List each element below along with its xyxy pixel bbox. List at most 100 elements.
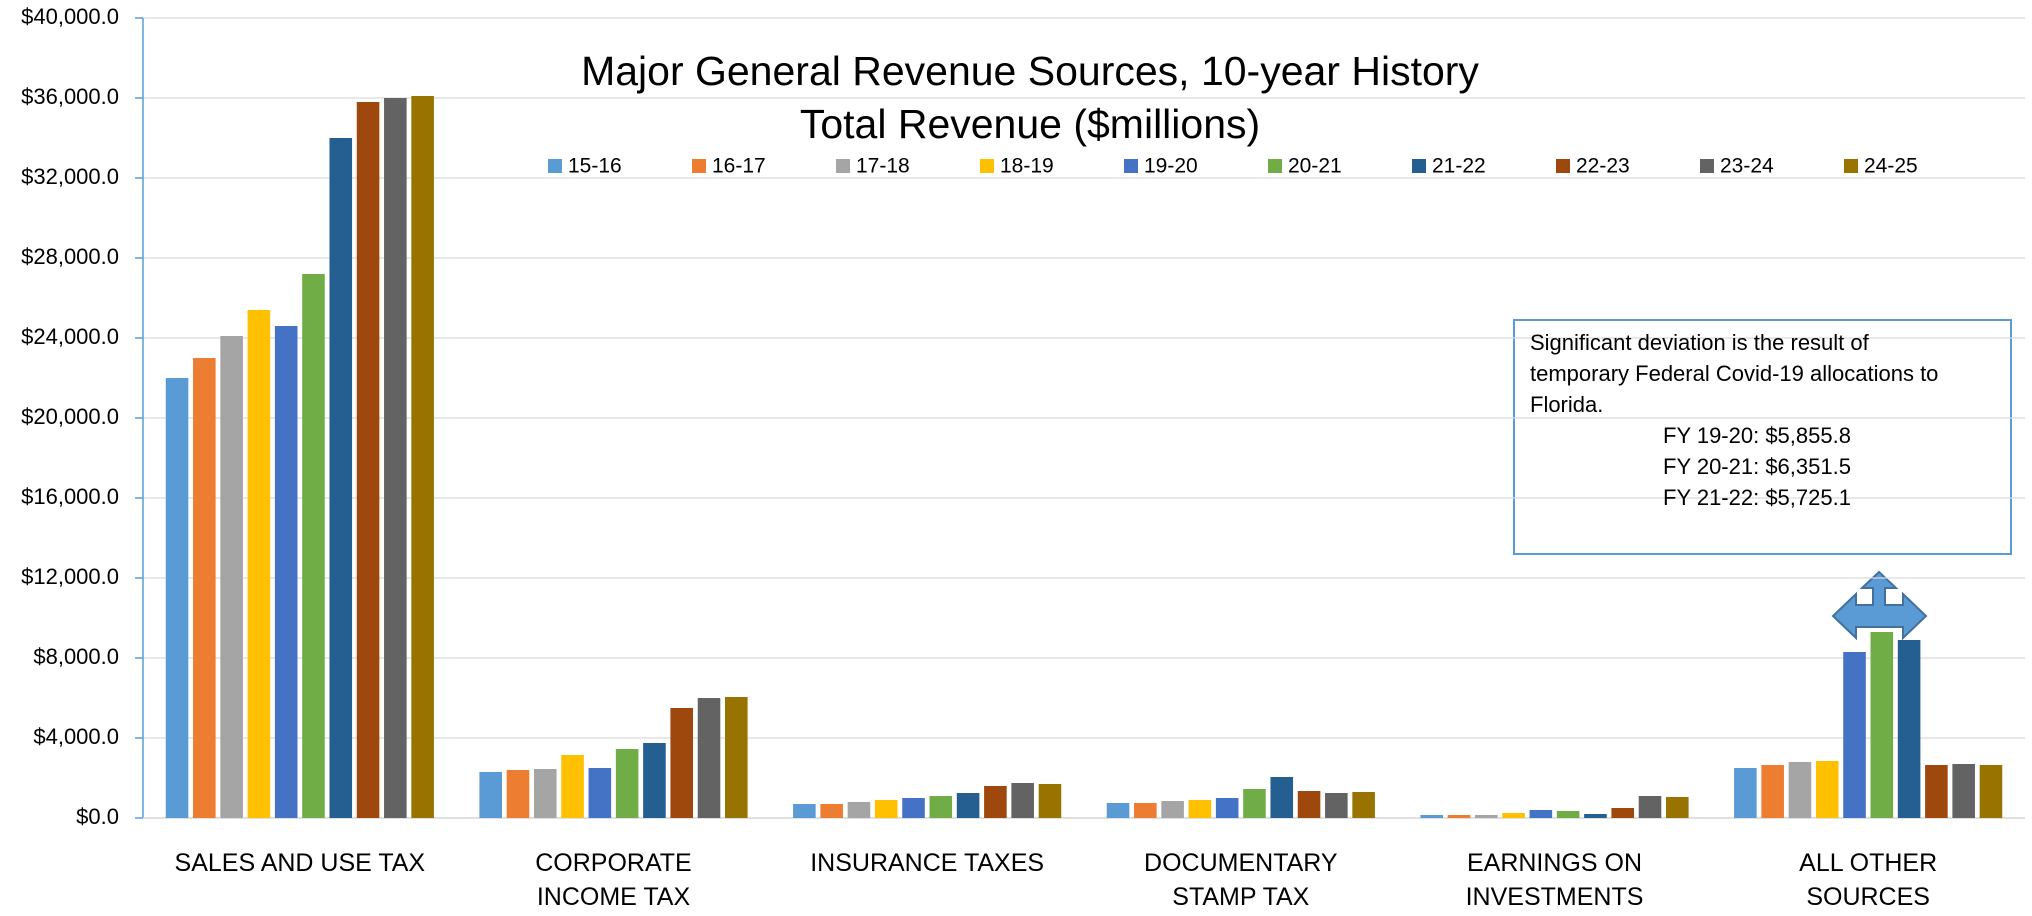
x-tick-label: DOCUMENTARY STAMP TAX xyxy=(1144,849,1338,911)
bar xyxy=(984,786,1007,818)
legend-swatch xyxy=(1700,159,1714,173)
chart-title: Major General Revenue Sources, 10-year H… xyxy=(581,48,1479,94)
bar xyxy=(1925,765,1948,818)
legend-label: 22-23 xyxy=(1576,155,1630,178)
legend-label: 20-21 xyxy=(1288,155,1342,178)
annotation-text: Significant deviation is the result of xyxy=(1530,330,1870,355)
bar xyxy=(1761,765,1784,818)
y-tick-label: $20,000.0 xyxy=(21,404,119,429)
bar xyxy=(561,755,584,818)
bar xyxy=(1243,789,1266,818)
legend-swatch xyxy=(1268,159,1282,173)
bar xyxy=(1011,783,1034,818)
bar xyxy=(1897,640,1921,818)
bar xyxy=(193,358,216,818)
annotation-text: Florida. xyxy=(1530,392,1603,417)
chart-subtitle: Total Revenue ($millions) xyxy=(800,101,1260,147)
bar xyxy=(274,326,298,818)
bar xyxy=(1734,768,1757,818)
annotation-box xyxy=(1513,319,2012,555)
y-tick-label: $0.0 xyxy=(76,804,119,829)
y-tick-label: $24,000.0 xyxy=(21,324,119,349)
bar xyxy=(1815,761,1839,818)
y-tick-label: $8,000.0 xyxy=(33,644,119,669)
annotation-text: FY 20-21: $6,351.5 xyxy=(1663,454,1851,479)
bar xyxy=(956,793,980,818)
bar xyxy=(479,772,502,818)
legend-label: 15-16 xyxy=(568,155,622,178)
legend-swatch xyxy=(548,159,562,173)
bar xyxy=(643,743,666,818)
bar xyxy=(1420,815,1443,818)
bar xyxy=(1106,803,1130,818)
bar xyxy=(929,796,953,818)
arrow xyxy=(1831,570,1928,641)
bar xyxy=(820,804,843,818)
bar xyxy=(697,698,721,818)
bar xyxy=(329,138,353,818)
bar xyxy=(302,274,325,818)
bar xyxy=(533,769,557,818)
bar xyxy=(1870,632,1894,818)
annotation-text: temporary Federal Covid-19 allocations t… xyxy=(1530,361,1938,386)
bar xyxy=(725,697,748,818)
y-tick-label: $4,000.0 xyxy=(33,724,119,749)
x-tick-label: INSURANCE TAXES xyxy=(810,849,1045,877)
legend-swatch xyxy=(692,159,706,173)
bar xyxy=(220,336,243,818)
bar xyxy=(1502,813,1525,818)
legend-swatch xyxy=(836,159,850,173)
legend-swatch xyxy=(1556,159,1570,173)
bar xyxy=(165,378,189,818)
legend-label: 19-20 xyxy=(1144,155,1198,178)
legend-swatch xyxy=(1124,159,1138,173)
bar xyxy=(1843,652,1866,818)
bar xyxy=(1474,815,1498,818)
bar xyxy=(670,708,694,818)
x-tick-label: ALL OTHER SOURCES xyxy=(1799,849,1938,911)
bar xyxy=(1188,800,1212,818)
legend-label: 18-19 xyxy=(1000,155,1054,178)
bar xyxy=(615,749,639,818)
x-tick-label: EARNINGS ON INVESTMENTS xyxy=(1465,849,1644,911)
bar xyxy=(1979,765,2003,818)
bar xyxy=(1447,815,1471,818)
bar xyxy=(247,310,271,818)
annotation-text: FY 19-20: $5,855.8 xyxy=(1663,423,1851,448)
bar xyxy=(411,96,434,818)
bar xyxy=(1556,811,1580,818)
bar xyxy=(1270,777,1294,818)
y-tick-label: $12,000.0 xyxy=(21,564,119,589)
bar xyxy=(874,800,898,818)
legend-label: 23-24 xyxy=(1720,155,1774,178)
bar xyxy=(1215,798,1239,818)
bar xyxy=(1161,801,1184,818)
bar xyxy=(1611,808,1635,818)
y-tick-label: $32,000.0 xyxy=(21,164,119,189)
bar xyxy=(1325,793,1348,818)
bar xyxy=(506,770,530,818)
y-tick-label: $36,000.0 xyxy=(21,84,119,109)
bar xyxy=(847,802,871,818)
legend-swatch xyxy=(980,159,994,173)
legend-label: 21-22 xyxy=(1432,155,1486,178)
bar xyxy=(902,798,925,818)
bar xyxy=(1952,764,1975,818)
legend-swatch xyxy=(1412,159,1426,173)
legend-label: 17-18 xyxy=(856,155,910,178)
annotation-text: FY 21-22: $5,725.1 xyxy=(1663,485,1851,510)
y-tick-label: $16,000.0 xyxy=(21,484,119,509)
legend-label: 16-17 xyxy=(712,155,766,178)
bar xyxy=(1352,792,1375,818)
legend-label: 24-25 xyxy=(1864,155,1918,178)
legend-swatch xyxy=(1844,159,1858,173)
y-tick-label: $28,000.0 xyxy=(21,244,119,269)
y-tick-label: $40,000.0 xyxy=(21,4,119,29)
bar xyxy=(1666,797,1689,818)
bar xyxy=(1134,803,1157,818)
x-tick-label: SALES AND USE TAX xyxy=(174,849,426,877)
bar xyxy=(1638,796,1662,818)
bar xyxy=(1038,784,1062,818)
